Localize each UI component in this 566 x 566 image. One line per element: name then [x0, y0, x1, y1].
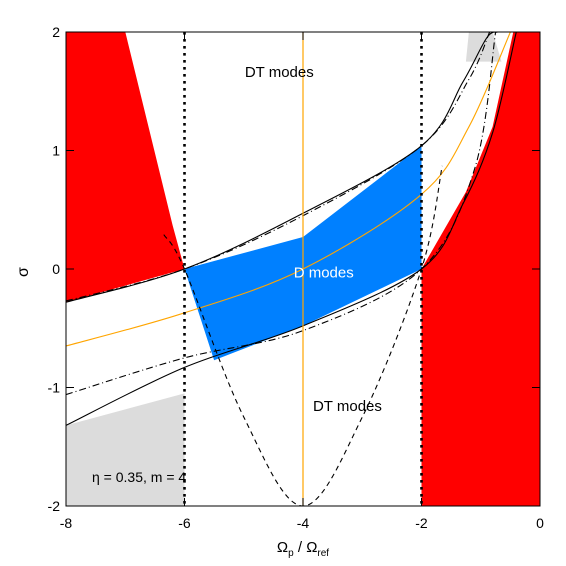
region-grey_lowerleft	[66, 393, 185, 506]
annotation-label: DT modes	[245, 64, 314, 81]
x-axis-label-sub1: p	[288, 548, 294, 559]
x-axis-label: Ωp / Ωref	[277, 539, 329, 559]
x-axis-label-sub2: ref	[317, 548, 329, 559]
shaded-regions	[66, 32, 540, 506]
curve-dashdot-upper	[66, 32, 491, 302]
curves	[66, 32, 517, 506]
curve-solid-lower	[66, 32, 517, 426]
annotation-label: D modes	[294, 264, 354, 281]
x-tick-label: -4	[297, 515, 310, 531]
annotations: DT modes D modes DT modes	[245, 64, 382, 415]
y-axis-label: σ	[15, 267, 32, 277]
x-tick-label: -6	[178, 515, 191, 531]
parameter-label: η = 0.35, m = 4	[92, 469, 186, 485]
y-tick-label: -2	[48, 498, 61, 514]
axis-ticks: -8 -6 -4 -2 0 -2 -1 0 1 2	[48, 24, 545, 531]
curve-orange	[66, 32, 511, 347]
region-red_left	[66, 32, 185, 303]
vertical-lines	[183, 32, 423, 506]
y-tick-label: 0	[52, 261, 60, 277]
y-tick-label: -1	[48, 380, 61, 396]
x-axis-label-mid: / Ω	[294, 539, 318, 556]
curve-dashdot-lower	[66, 32, 497, 396]
x-tick-label: -8	[60, 515, 73, 531]
y-tick-label: 2	[52, 24, 60, 40]
x-tick-label: 0	[536, 515, 544, 531]
x-axis-label-main: Ω	[277, 539, 288, 556]
x-tick-label: -2	[415, 515, 428, 531]
annotation-label: DT modes	[313, 398, 382, 415]
y-tick-label: 1	[52, 143, 60, 159]
region-red_right	[421, 32, 540, 506]
curve-parabola	[163, 165, 443, 506]
